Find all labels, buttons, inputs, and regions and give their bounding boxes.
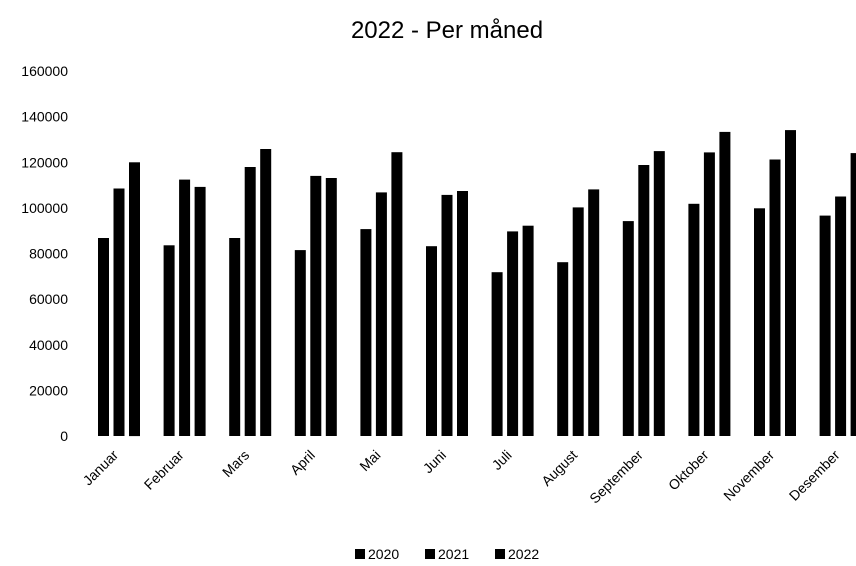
category-label: April — [287, 447, 318, 478]
bar-2022-mars — [260, 149, 272, 436]
bar-2022-august — [588, 189, 600, 436]
bar-2022-juni — [457, 191, 468, 436]
bar-2022-mai — [391, 152, 403, 436]
bar-2020-oktober — [688, 203, 700, 436]
y-tick-label: 80000 — [29, 246, 68, 262]
bar-2022-februar — [194, 186, 206, 436]
bar-2021-juni — [441, 194, 453, 436]
category-label: Mai — [356, 447, 383, 474]
bar-2020-juli — [491, 272, 503, 436]
y-tick-label: 20000 — [29, 382, 68, 398]
legend-label-2021: 2021 — [438, 546, 469, 562]
category-label: Juni — [420, 447, 449, 476]
legend-label-2020: 2020 — [368, 546, 399, 562]
bar-2021-juli — [507, 231, 519, 436]
category-label: Oktober — [665, 447, 712, 494]
legend-swatch-2020 — [355, 549, 365, 559]
y-tick-label: 60000 — [29, 291, 68, 307]
bar-2022-november — [785, 130, 796, 436]
bar-2022-april — [325, 178, 337, 436]
bar-2020-april — [294, 250, 306, 436]
category-label: Juli — [489, 447, 515, 473]
chart-title: 2022 - Per måned — [351, 17, 543, 44]
bar-2021-desember — [835, 196, 847, 436]
y-tick-label: 100000 — [21, 200, 68, 216]
bar-2020-august — [557, 262, 569, 436]
y-axis-ticks: 0 20000 40000 60000 80000 100000 120000 140000 1… — [21, 63, 68, 444]
bar-2022-juli — [522, 225, 534, 436]
bar-2021-februar — [179, 179, 191, 436]
bar-2020-september — [622, 221, 634, 436]
bar-2021-mai — [375, 192, 387, 436]
category-label: September — [586, 447, 646, 507]
category-label: August — [538, 447, 580, 489]
category-label: Mars — [219, 447, 252, 480]
y-tick-label: 160000 — [21, 63, 68, 79]
bar-2021-august — [572, 207, 584, 436]
bar-2020-mars — [229, 238, 241, 436]
bars — [98, 130, 856, 437]
bar-2020-januar — [98, 238, 109, 436]
category-label: November — [720, 447, 777, 504]
bar-2020-juni — [426, 246, 437, 436]
y-tick-label: 0 — [60, 428, 68, 444]
legend-swatch-2022 — [495, 549, 505, 559]
bar-2022-desember — [850, 153, 856, 436]
bar-2021-januar — [113, 188, 125, 436]
bar-2021-mars — [244, 167, 256, 436]
legend-label-2022: 2022 — [508, 546, 539, 562]
legend: 2020 2021 2022 — [355, 546, 539, 562]
y-tick-label: 40000 — [29, 337, 68, 353]
bar-2021-november — [769, 159, 781, 436]
category-label: Desember — [786, 447, 843, 504]
category-label: Januar — [80, 447, 122, 489]
bar-2022-oktober — [719, 131, 731, 436]
category-label: Februar — [141, 447, 187, 493]
bar-2021-september — [638, 165, 650, 436]
y-tick-label: 140000 — [21, 109, 68, 125]
legend-swatch-2021 — [425, 549, 435, 559]
bar-2020-desember — [819, 215, 831, 436]
bar-2021-oktober — [703, 152, 715, 436]
bar-2020-mai — [360, 229, 372, 436]
bar-2021-april — [310, 175, 322, 436]
category-labels: Januar Februar Mars April Mai Juni Juli August S… — [80, 447, 843, 507]
bar-2022-september — [653, 151, 665, 436]
bar-2020-november — [754, 208, 765, 436]
bar-2022-januar — [129, 162, 140, 437]
y-tick-label: 120000 — [21, 154, 68, 170]
bar-2020-februar — [163, 245, 175, 436]
